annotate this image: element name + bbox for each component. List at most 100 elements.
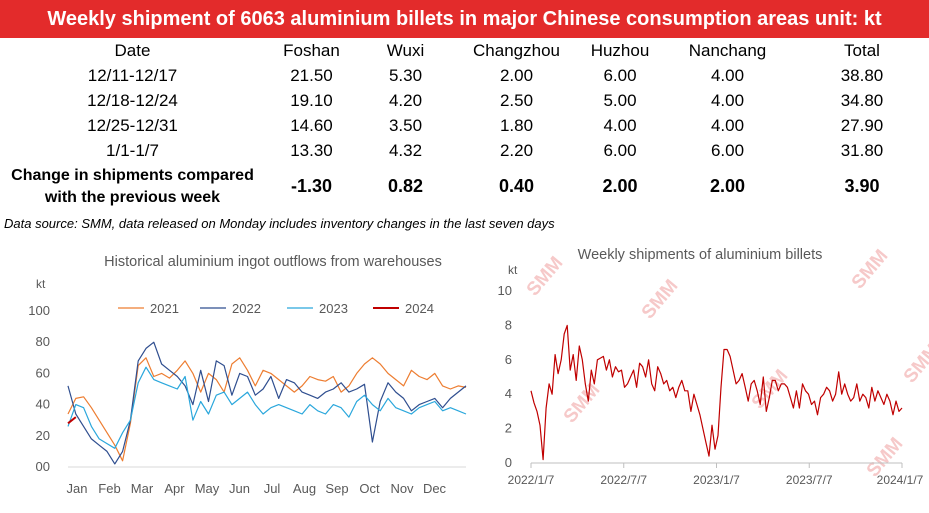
table-cell: 6.00 [603, 65, 637, 85]
column-header: Changzhou [473, 40, 560, 60]
watermark-logo: SMM [523, 253, 568, 300]
series-line-2023 [67, 366, 467, 449]
right-y-tick-label: 4 [505, 386, 512, 401]
column-header: Huzhou [590, 40, 650, 60]
table-cell: 27.90 [840, 115, 884, 135]
left-y-tick-label: 40 [36, 397, 50, 412]
table-cell: 12/18-12/24 [87, 90, 178, 110]
change-label-line2: with the previous week [44, 188, 221, 206]
left-month-label: Apr [164, 481, 185, 496]
table-cell: 6.00 [710, 140, 745, 160]
left-chart-title: Historical aluminium ingot outflows from… [104, 254, 442, 270]
column-header: Date [114, 40, 151, 60]
column-header: Wuxi [386, 40, 425, 60]
table-cell: 34.80 [840, 90, 884, 110]
left-chart: 00 20 40 60 80 100 Jan Feb Mar Apr May Jun Jul Aug Sep… [28, 301, 467, 496]
table-cell: 4.00 [710, 115, 745, 135]
change-label: Change in shipments compared with the pr… [0, 163, 265, 210]
table-cell: 4.00 [710, 90, 745, 110]
table-cell: 13.30 [290, 140, 333, 160]
column-header: Nanchang [688, 40, 767, 60]
series-line-2021 [67, 357, 467, 462]
table-cell: 5.30 [388, 65, 423, 85]
table-cell: 38.80 [840, 65, 884, 85]
column-header: Foshan [283, 40, 340, 60]
left-month-label: Jun [229, 481, 250, 496]
watermark-logo: SMM [560, 380, 605, 427]
table-title: Weekly shipment of 6063 aluminium billet… [0, 0, 929, 38]
watermark-logo: SMM [638, 276, 683, 323]
table-cell: 2.50 [499, 90, 534, 110]
legend-label-2023: 2023 [319, 301, 348, 316]
watermark-logo: SMM [900, 340, 929, 387]
table-cell: 4.00 [710, 65, 745, 85]
right-y-tick-label: 0 [505, 455, 512, 470]
table-cell: 12/25-12/31 [87, 115, 178, 135]
table-cell: 4.20 [388, 90, 423, 110]
table-cell: 4.00 [603, 115, 637, 135]
left-month-label: Jan [67, 481, 88, 496]
watermark-logo: SMM [748, 366, 793, 413]
series-line-weekly-shipments [530, 324, 903, 461]
table-cell: 3.50 [388, 115, 423, 135]
left-month-label: May [195, 481, 220, 496]
left-month-label: Mar [131, 481, 154, 496]
source-note: Data source: SMM, data released on Monda… [4, 216, 555, 231]
right-x-tick-label: 2024/1/7 [877, 473, 924, 487]
column-header: Total [844, 40, 880, 60]
watermark-logo: SMM [848, 246, 893, 293]
right-x-tick-label: 2023/1/7 [693, 473, 740, 487]
change-value: 3.90 [844, 176, 880, 196]
left-month-label: Sep [325, 481, 348, 496]
table-cell: 12/11-12/17 [87, 65, 178, 85]
table-cell: 21.50 [290, 65, 333, 85]
right-x-tick-label: 2022/1/7 [508, 473, 555, 487]
left-y-tick-label: 100 [28, 303, 50, 318]
change-value: 0.40 [498, 176, 535, 196]
table-row: 12/25-12/31 14.60 3.50 1.80 4.00 4.00 27… [0, 113, 929, 138]
right-chart-title: Weekly shipments of aluminium billets [578, 247, 823, 263]
change-value: -1.30 [290, 176, 333, 196]
left-y-tick-label: 00 [36, 459, 50, 474]
legend-label-2024: 2024 [405, 301, 434, 316]
left-month-label: Dec [423, 481, 447, 496]
left-y-tick-label: 60 [36, 365, 50, 380]
change-value: 0.82 [387, 176, 424, 196]
right-y-tick-label: 8 [505, 317, 512, 332]
left-chart-ylabel: kt [36, 277, 46, 291]
table-header-row: Date Foshan Wuxi Changzhou Huzhou Nancha… [0, 38, 929, 63]
left-month-label: Oct [359, 481, 380, 496]
change-value: 2.00 [602, 176, 638, 196]
table-cell: 2.20 [499, 140, 534, 160]
table-row: 12/18-12/24 19.10 4.20 2.50 5.00 4.00 34… [0, 88, 929, 113]
right-x-tick-label: 2023/7/7 [786, 473, 833, 487]
right-x-tick-label: 2022/7/7 [600, 473, 647, 487]
left-month-label: Aug [293, 481, 316, 496]
table-cell: 14.60 [290, 115, 333, 135]
table-cell: 6.00 [603, 140, 637, 160]
change-row: Change in shipments compared with the pr… [0, 163, 929, 210]
table-cell: 5.00 [603, 90, 637, 110]
table-row: 12/11-12/17 21.50 5.30 2.00 6.00 4.00 38… [0, 63, 929, 88]
right-chart: 0 2 4 6 8 10 2022/1/7 2022/7/7 2023/1/7 2023/7/7 2… [498, 283, 924, 487]
table-cell: 19.10 [290, 90, 333, 110]
legend-label-2021: 2021 [150, 301, 179, 316]
left-month-label: Nov [390, 481, 414, 496]
series-line-2022 [67, 341, 467, 465]
change-value: 2.00 [709, 176, 746, 196]
left-month-label: Feb [98, 481, 120, 496]
right-y-tick-label: 10 [498, 283, 512, 298]
change-label-line1: Change in shipments compared [11, 166, 254, 184]
left-y-tick-label: 80 [36, 334, 50, 349]
legend-label-2022: 2022 [232, 301, 261, 316]
table-row: 1/1-1/7 13.30 4.32 2.20 6.00 6.00 31.80 [0, 138, 929, 163]
right-chart-ylabel: kt [508, 263, 518, 277]
table-cell: 2.00 [499, 65, 534, 85]
table-cell: 4.32 [388, 140, 423, 160]
series-line-2024 [67, 416, 77, 425]
table-cell: 1.80 [499, 115, 534, 135]
left-y-tick-label: 20 [36, 428, 50, 443]
shipment-table: Date Foshan Wuxi Changzhou Huzhou Nancha… [0, 38, 929, 210]
